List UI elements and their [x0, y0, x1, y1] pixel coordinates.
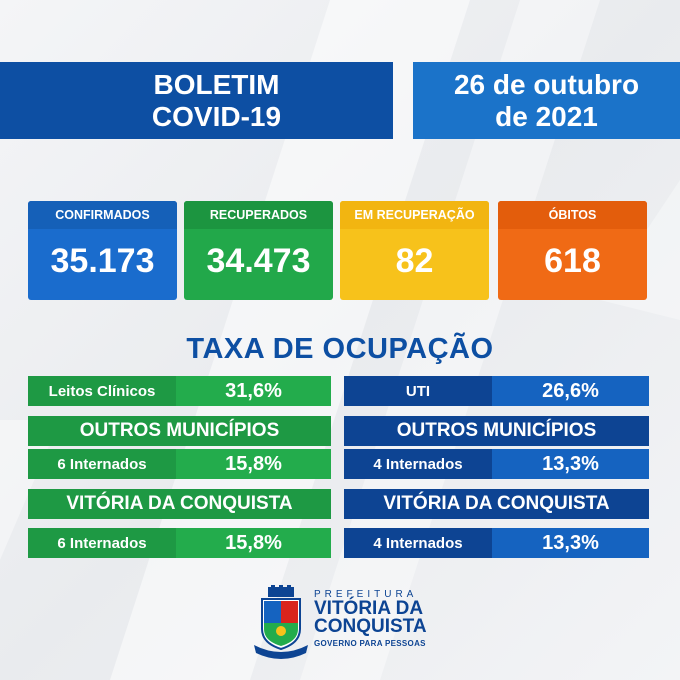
clinicos-vdc-value: 15,8%: [176, 528, 331, 558]
stat-label: RECUPERADOS: [184, 201, 333, 229]
clinicos-outros-label: 6 Internados: [28, 449, 176, 479]
uti-vdc-row: 4 Internados 13,3%: [344, 528, 649, 558]
clinicos-value: 31,6%: [176, 376, 331, 406]
city-crest-icon: [254, 585, 308, 659]
uti-vdc-title: VITÓRIA DA CONQUISTA: [344, 489, 649, 519]
date-line1: 26 de outubro: [453, 69, 640, 100]
uti-outros-row: 4 Internados 13,3%: [344, 449, 649, 479]
stat-label: EM RECUPERAÇÃO: [340, 201, 489, 229]
logo-line3: CONQUISTA: [314, 616, 427, 637]
stat-value: 82: [395, 242, 434, 280]
logo-text: PREFEITURA VITÓRIA DA CONQUISTA GOVERNO …: [314, 589, 427, 648]
title-line1: BOLETIM: [153, 69, 280, 100]
occupancy-title: TAXA DE OCUPAÇÃO: [186, 333, 494, 365]
stat-em-recuperacao: EM RECUPERAÇÃO 82: [340, 201, 489, 300]
uti-outros-label: 4 Internados: [344, 449, 492, 479]
uti-label: UTI: [344, 376, 492, 406]
stat-value: 35.173: [50, 242, 155, 280]
title-line2: COVID-19: [151, 101, 282, 132]
bulletin-date: 26 de outubro de 2021: [413, 62, 680, 139]
uti-vdc-label: 4 Internados: [344, 528, 492, 558]
clinicos-outros-title: OUTROS MUNICÍPIOS: [28, 416, 331, 446]
bulletin-title: BOLETIM COVID-19: [0, 62, 393, 139]
clinicos-label: Leitos Clínicos: [28, 376, 176, 406]
stat-obitos: ÓBITOS 618: [498, 201, 647, 300]
clinicos-vdc-label: 6 Internados: [28, 528, 176, 558]
clinicos-vdc-row: 6 Internados 15,8%: [28, 528, 331, 558]
stat-confirmados: CONFIRMADOS 35.173: [28, 201, 177, 300]
stat-recuperados: RECUPERADOS 34.473: [184, 201, 333, 300]
logo-line4: GOVERNO PARA PESSOAS: [314, 639, 426, 648]
uti-vdc-value: 13,3%: [492, 528, 649, 558]
logo-line1: PREFEITURA: [314, 589, 418, 600]
clinicos-outros-row: 6 Internados 15,8%: [28, 449, 331, 479]
clinicos-row: Leitos Clínicos 31,6%: [28, 376, 331, 406]
stat-label: CONFIRMADOS: [28, 201, 177, 229]
uti-value: 26,6%: [492, 376, 649, 406]
uti-row: UTI 26,6%: [344, 376, 649, 406]
uti-outros-value: 13,3%: [492, 449, 649, 479]
stat-label: ÓBITOS: [498, 201, 647, 229]
uti-outros-title: OUTROS MUNICÍPIOS: [344, 416, 649, 446]
logo-line2: VITÓRIA DA: [314, 598, 424, 619]
stat-value: 618: [544, 242, 601, 280]
clinicos-vdc-title: VITÓRIA DA CONQUISTA: [28, 489, 331, 519]
clinicos-outros-value: 15,8%: [176, 449, 331, 479]
date-line2: de 2021: [495, 101, 598, 132]
stat-value: 34.473: [206, 242, 311, 280]
prefeitura-logo: PREFEITURA VITÓRIA DA CONQUISTA GOVERNO …: [250, 585, 440, 661]
